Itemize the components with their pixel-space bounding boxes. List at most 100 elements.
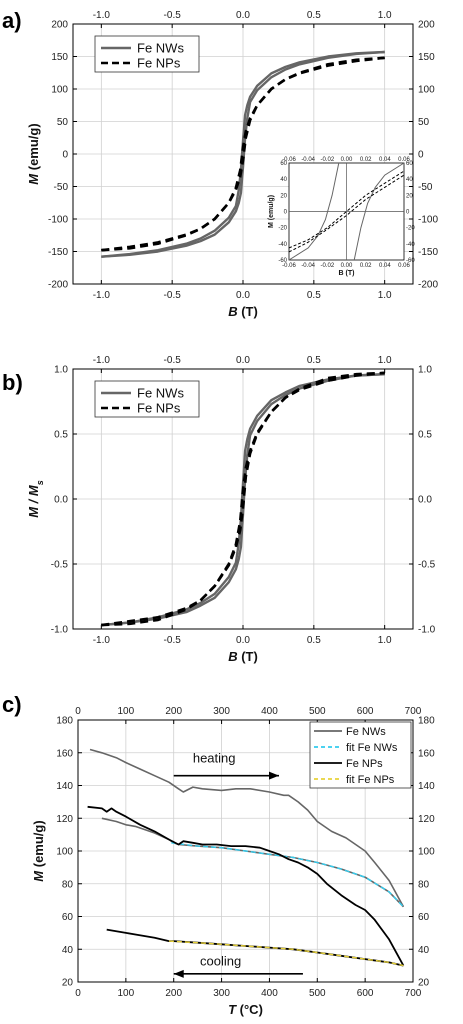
- y-tick-label: 160: [56, 748, 73, 759]
- y-tick-label-right: -1.0: [418, 625, 436, 636]
- x-tick-label-top: 0.0: [236, 10, 250, 21]
- y-axis-variable: M: [31, 870, 46, 882]
- x-tick-label-top: 300: [213, 706, 230, 717]
- x-tick-label: -0.5: [164, 290, 182, 301]
- inset-y-tick-label-right: 40: [406, 177, 413, 183]
- x-tick-label-top: 1.0: [378, 355, 392, 366]
- x-tick-label: 1.0: [378, 290, 392, 301]
- x-tick-label-top: 100: [118, 706, 135, 717]
- inset-x-tick-label-top: -0.04: [301, 157, 315, 163]
- legend-entry-label: Fe NPs: [137, 56, 181, 71]
- x-axis-label: T (°C): [228, 1002, 263, 1017]
- series-fe-nps-segment-1: [106, 928, 404, 967]
- x-tick-label-top: 600: [357, 706, 374, 717]
- y-tick-label: 150: [51, 52, 68, 63]
- inset-x-tick-label-top: 0.02: [360, 157, 372, 163]
- x-tick-label-top: -1.0: [93, 10, 111, 21]
- legend-entry-label: fit Fe NWs: [346, 742, 398, 754]
- y-tick-label: 1.0: [54, 365, 68, 376]
- y-tick-label-right: 50: [418, 117, 430, 128]
- x-axis-unit: (T): [238, 649, 258, 664]
- panel-a-magnetization-loop: -1.0 -0.5 0.0 0.5 1.0-1.0 -0.5 0.0 0.5 1.0-200 -2…: [2, 8, 438, 319]
- y-tick-label: 50: [57, 117, 69, 128]
- y-tick-label-right: 80: [418, 879, 430, 890]
- panel-label: c): [2, 692, 22, 717]
- y-tick-label: 100: [56, 847, 73, 858]
- inset-series-fe-nps-upper: [288, 170, 405, 249]
- inset-x-tick-label: -0.06: [282, 263, 296, 269]
- x-tick-label: -1.0: [93, 290, 111, 301]
- y-tick-label-right: -100: [418, 215, 438, 226]
- x-axis-label: B (T): [228, 649, 258, 664]
- x-tick-label: 0: [75, 988, 81, 999]
- x-tick-label-top: -0.5: [164, 10, 182, 21]
- inset-x-tick-label: 0.00: [341, 263, 353, 269]
- annotation-arrow-head: [269, 771, 279, 780]
- series-fe-nws-segment-1: [101, 817, 404, 908]
- series-fe-nps-lower-branch: [101, 371, 385, 627]
- x-tick-label: 0.5: [307, 635, 321, 646]
- y-tick-label-right: 140: [418, 781, 435, 792]
- y-tick-label-right: 0.0: [418, 495, 432, 506]
- x-tick-label-top: 700: [405, 706, 422, 717]
- inset-y-tick-label-right: -40: [406, 242, 415, 248]
- y-axis-label: M (emu/g): [26, 123, 41, 184]
- x-tick-label-top: 500: [309, 706, 326, 717]
- x-tick-label: 500: [309, 988, 326, 999]
- inset-y-tick-label: 0: [284, 210, 288, 216]
- y-tick-label-right: -150: [418, 247, 438, 258]
- x-tick-label-top: -0.5: [164, 355, 182, 366]
- y-axis-variable: M: [26, 173, 41, 185]
- annotation-arrow-head: [173, 969, 184, 978]
- x-tick-label-top: 1.0: [378, 10, 392, 21]
- inset-x-axis-label: B (T): [339, 270, 355, 277]
- x-axis-unit: (°C): [236, 1002, 263, 1017]
- series-fe-nws-segment-0: [89, 748, 405, 908]
- y-tick-label: -0.5: [51, 560, 69, 571]
- y-tick-label-right: 200: [418, 20, 435, 31]
- y-tick-label-right: 40: [418, 945, 430, 956]
- inset-y-tick-label: -40: [278, 242, 287, 248]
- x-tick-label: -0.5: [164, 635, 182, 646]
- y-tick-label-right: 60: [418, 912, 430, 923]
- y-tick-label: -100: [48, 215, 68, 226]
- x-tick-label: 600: [357, 988, 374, 999]
- annotation-heating: heating: [193, 751, 236, 766]
- y-tick-label: 20: [62, 978, 74, 989]
- x-axis-variable: B: [228, 304, 237, 319]
- legend-entry-label: Fe NWs: [346, 726, 386, 738]
- x-tick-label: 0.5: [307, 290, 321, 301]
- inset-y-tick-label: -20: [278, 226, 287, 232]
- inset-x-tick-label: -0.04: [301, 263, 315, 269]
- inset-x-tick-label: 0.02: [360, 263, 372, 269]
- series-fe-nps-lower-branch: [101, 56, 385, 252]
- inset-x-tick-label-top: 0.04: [379, 157, 391, 163]
- x-tick-label: 0.0: [236, 290, 250, 301]
- legend-entry-label: Fe NPs: [137, 401, 181, 416]
- x-tick-label: 700: [405, 988, 422, 999]
- inset-y-tick-label-right: 60: [406, 161, 413, 167]
- legend-entry-label: fit Fe NPs: [346, 774, 395, 786]
- inset-y-axis-label: M (emu/g): [268, 195, 275, 228]
- y-tick-label: -1.0: [51, 625, 69, 636]
- y-tick-label: 180: [56, 716, 73, 727]
- y-tick-label-right: 0: [418, 150, 424, 161]
- y-tick-label-right: -0.5: [418, 560, 436, 571]
- y-tick-label-right: 120: [418, 814, 435, 825]
- series-fe-nps-segment-0: [87, 805, 405, 967]
- x-tick-label: 0.0: [236, 635, 250, 646]
- y-tick-label-right: 180: [418, 716, 435, 727]
- x-tick-label: 1.0: [378, 635, 392, 646]
- y-tick-label: 0: [62, 150, 68, 161]
- x-tick-label: 400: [261, 988, 278, 999]
- legend-box: [94, 35, 200, 73]
- inset-y-tick-label-right: 20: [406, 193, 413, 199]
- inset-y-tick-label: -60: [278, 258, 287, 264]
- x-tick-label: 100: [118, 988, 135, 999]
- legend-box: [309, 721, 412, 789]
- inset-y-tick-label-right: -20: [406, 226, 415, 232]
- inset-x-tick-label-top: -0.02: [320, 157, 334, 163]
- y-tick-label: 140: [56, 781, 73, 792]
- panel-c-thermomagnetic: 0 100 200 300 400 500 600 700 0 100 200 300 400 500 60…: [2, 692, 435, 1017]
